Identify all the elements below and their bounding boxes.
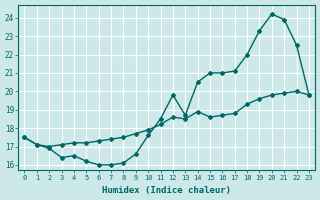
X-axis label: Humidex (Indice chaleur): Humidex (Indice chaleur) — [102, 186, 231, 195]
